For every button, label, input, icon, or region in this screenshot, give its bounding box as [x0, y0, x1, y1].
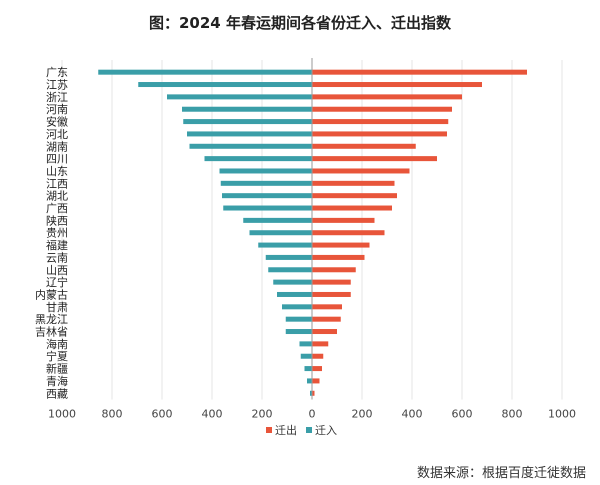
category-label: 湖南 — [46, 140, 68, 153]
bar-inflow — [300, 353, 312, 359]
category-label: 广西 — [46, 202, 68, 215]
category-label: 贵州 — [46, 227, 68, 240]
bar-outflow — [312, 217, 375, 223]
bar-inflow — [310, 390, 312, 396]
x-tick-label: 800 — [102, 407, 123, 420]
category-label: 甘肃 — [46, 301, 68, 314]
category-label: 福建 — [46, 238, 68, 252]
bar-inflow — [258, 242, 312, 248]
bar-inflow — [189, 143, 312, 149]
bar-outflow — [312, 291, 351, 297]
x-tick-label: 400 — [202, 407, 223, 420]
bar-inflow — [138, 82, 312, 88]
bar-outflow — [312, 131, 447, 137]
x-tick-label: 400 — [402, 407, 423, 420]
category-label: 湖北 — [46, 190, 68, 203]
bar-inflow — [98, 69, 312, 75]
legend-swatch-outflow — [266, 427, 272, 433]
bar-outflow — [312, 341, 329, 347]
legend-label-inflow: 迁入 — [315, 424, 337, 437]
bar-outflow — [312, 106, 452, 112]
bar-inflow — [282, 304, 312, 310]
bar-outflow — [312, 180, 395, 186]
bar-inflow — [223, 205, 312, 211]
bar-inflow — [187, 131, 312, 137]
category-label: 山东 — [46, 165, 68, 178]
bar-inflow — [204, 156, 312, 162]
category-label: 云南 — [46, 251, 68, 264]
category-label: 安徽 — [46, 115, 68, 129]
bar-inflow — [243, 217, 312, 223]
category-label: 新疆 — [46, 362, 68, 376]
category-label: 西藏 — [46, 387, 68, 400]
bar-inflow — [304, 366, 312, 372]
category-label: 四川 — [46, 153, 68, 166]
bar-inflow — [219, 168, 312, 174]
bar-inflow — [285, 316, 312, 322]
bar-outflow — [312, 279, 351, 285]
source-note: 数据来源：根据百度迁徙数据 — [416, 466, 586, 481]
category-label: 河北 — [46, 128, 68, 141]
bar-inflow — [265, 254, 312, 260]
category-label: 山西 — [46, 264, 68, 277]
chart-title: 图：2024 年春运期间各省份迁入、迁出指数 — [149, 14, 451, 32]
bar-outflow — [312, 254, 365, 260]
bar-inflow — [285, 329, 312, 335]
bar-outflow — [312, 168, 410, 174]
bar-inflow — [220, 180, 312, 186]
bar-outflow — [312, 242, 370, 248]
x-tick-label: 800 — [502, 407, 523, 420]
x-tick-label: 200 — [352, 407, 373, 420]
category-label: 河南 — [46, 103, 68, 116]
bar-inflow — [273, 279, 312, 285]
bar-outflow — [312, 267, 356, 273]
bar-outflow — [312, 366, 322, 372]
category-label: 内蒙古 — [35, 287, 68, 301]
category-label: 黑龙江 — [35, 313, 68, 326]
bar-outflow — [312, 378, 320, 384]
bar-inflow — [307, 378, 312, 384]
bar-outflow — [312, 82, 482, 88]
bar-outflow — [312, 329, 337, 335]
category-label: 江苏 — [46, 79, 68, 92]
bar-outflow — [312, 205, 392, 211]
bar-inflow — [182, 106, 312, 112]
bar-outflow — [312, 193, 397, 199]
bar-outflow — [312, 156, 437, 162]
bar-outflow — [312, 230, 385, 236]
bar-inflow — [183, 119, 312, 125]
bar-outflow — [312, 94, 462, 100]
category-label: 浙江 — [46, 91, 68, 104]
x-tick-label: 600 — [452, 407, 473, 420]
category-label: 江西 — [46, 177, 68, 190]
bar-inflow — [268, 267, 312, 273]
category-label: 广东 — [46, 66, 68, 79]
bar-inflow — [167, 94, 312, 100]
bar-outflow — [312, 353, 324, 359]
category-label: 辽宁 — [46, 275, 68, 289]
category-label: 陕西 — [46, 213, 68, 227]
category-label: 海南 — [46, 337, 68, 351]
legend-label-outflow: 迁出 — [275, 423, 297, 437]
category-label: 青海 — [46, 374, 68, 388]
bar-inflow — [222, 193, 312, 199]
bar-inflow — [249, 230, 312, 236]
bar-outflow — [312, 316, 341, 322]
x-tick-label: 1000 — [548, 407, 576, 420]
x-tick-label: 600 — [152, 407, 173, 420]
bar-inflow — [299, 341, 312, 347]
bar-outflow — [312, 390, 315, 396]
bar-inflow — [277, 291, 312, 297]
category-label: 吉林省 — [35, 325, 68, 339]
x-tick-label: 1000 — [48, 407, 76, 420]
bar-outflow — [312, 119, 449, 125]
bar-outflow — [312, 69, 527, 75]
x-tick-label: 0 — [309, 407, 316, 420]
legend-swatch-inflow — [306, 427, 312, 433]
category-label: 宁夏 — [46, 349, 68, 363]
x-tick-label: 200 — [252, 407, 273, 420]
bar-outflow — [312, 143, 416, 149]
bar-outflow — [312, 304, 342, 310]
